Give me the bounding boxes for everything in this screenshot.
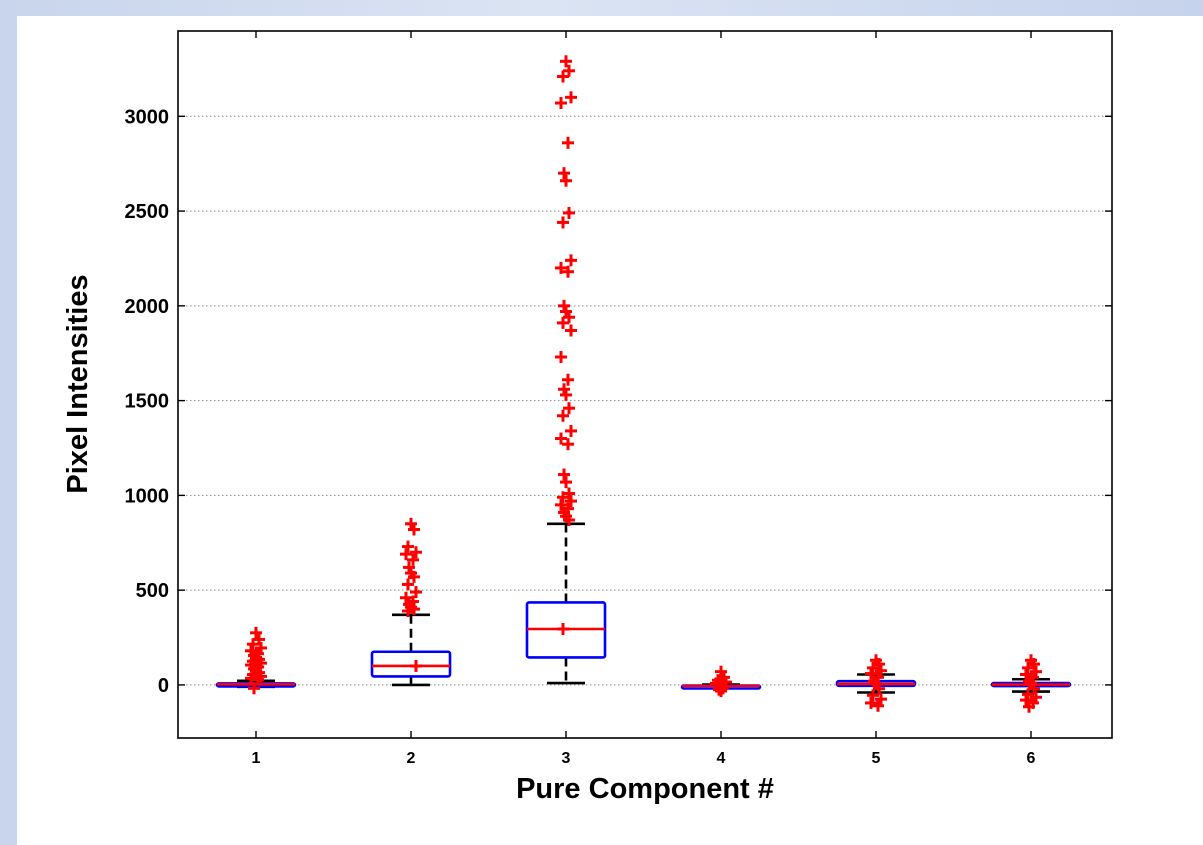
outlier-marker bbox=[560, 388, 572, 401]
box-5 bbox=[835, 654, 917, 712]
x-tick-label: 4 bbox=[717, 750, 726, 767]
outlier-marker bbox=[715, 684, 727, 697]
box-6 bbox=[990, 654, 1072, 713]
outlier-marker bbox=[563, 402, 575, 415]
outlier-marker bbox=[400, 548, 412, 561]
plot-frame bbox=[177, 30, 1113, 739]
y-tick-label: 500 bbox=[136, 580, 169, 602]
x-axis-title: Pure Component # bbox=[516, 773, 774, 805]
outlier-marker bbox=[557, 623, 569, 636]
outlier-marker bbox=[558, 167, 570, 180]
outlier-marker bbox=[558, 468, 570, 481]
outlier-marker bbox=[565, 495, 577, 508]
outlier-marker bbox=[1028, 682, 1040, 695]
outlier-marker bbox=[565, 91, 577, 104]
outlier-marker bbox=[555, 351, 567, 364]
outlier-marker bbox=[557, 70, 569, 83]
outlier-marker bbox=[555, 97, 567, 110]
outlier-marker bbox=[555, 498, 567, 511]
outlier-marker bbox=[402, 578, 414, 591]
outlier-marker bbox=[565, 324, 577, 337]
outlier-marker bbox=[873, 682, 885, 695]
y-tick-label: 2500 bbox=[125, 201, 170, 223]
outlier-marker bbox=[558, 383, 570, 396]
outlier-marker bbox=[402, 605, 414, 618]
outlier-marker bbox=[865, 667, 877, 680]
outlier-marker bbox=[563, 514, 575, 527]
outlier-marker bbox=[408, 570, 420, 583]
outlier-marker bbox=[872, 699, 884, 712]
x-tick-label: 3 bbox=[562, 750, 571, 767]
box-group bbox=[215, 55, 1072, 713]
y-axis-title: Pixel Intensities bbox=[62, 274, 94, 493]
plot-area bbox=[178, 31, 1112, 738]
outlier-marker bbox=[403, 561, 415, 574]
outlier-marker bbox=[557, 216, 569, 229]
x-tick-label: 6 bbox=[1027, 750, 1036, 767]
x-tick-label: 2 bbox=[407, 750, 416, 767]
outlier-marker bbox=[410, 586, 422, 599]
outlier-marker bbox=[1023, 675, 1035, 688]
outlier-marker bbox=[407, 553, 419, 566]
outlier-marker bbox=[410, 659, 422, 672]
outlier-marker bbox=[865, 696, 877, 709]
outlier-marker bbox=[875, 664, 887, 677]
outlier-marker bbox=[565, 424, 577, 437]
outlier-marker bbox=[875, 693, 887, 706]
y-tick-label: 3000 bbox=[125, 106, 170, 128]
box-1 bbox=[215, 626, 297, 695]
outlier-marker bbox=[555, 261, 567, 274]
y-axis: 0 500 1000 1500 2000 2500 3000 bbox=[125, 106, 1112, 697]
outlier-marker bbox=[563, 311, 575, 324]
outlier-marker bbox=[710, 677, 722, 690]
x-tick-label: 1 bbox=[252, 750, 261, 767]
outlier-marker bbox=[560, 476, 572, 489]
box-2 bbox=[370, 517, 452, 687]
outlier-marker bbox=[563, 64, 575, 77]
outlier-marker bbox=[408, 523, 420, 536]
y-tick-label: 0 bbox=[158, 675, 169, 697]
x-axis: 1 2 3 4 5 6 bbox=[252, 31, 1036, 767]
figure-panel: 0 500 1000 1500 2000 2500 3000 1 2 3 4 5 6 Pure Com… bbox=[17, 16, 1203, 845]
outlier-marker bbox=[557, 409, 569, 422]
outlier-marker bbox=[1022, 661, 1034, 674]
box-4 bbox=[680, 665, 762, 697]
outlier-marker bbox=[557, 491, 569, 504]
outlier-marker bbox=[560, 174, 572, 187]
outlier-marker bbox=[248, 682, 260, 695]
iqr-box bbox=[370, 650, 452, 678]
outlier-marker bbox=[557, 316, 569, 329]
outlier-marker bbox=[562, 438, 574, 451]
outlier-marker bbox=[400, 591, 412, 604]
outlier-marker bbox=[247, 638, 259, 651]
outlier-marker bbox=[1020, 694, 1032, 707]
y-tick-label: 1500 bbox=[125, 391, 170, 413]
box-plot-chart: 0 500 1000 1500 2000 2500 3000 1 2 3 4 5 6 Pure Com… bbox=[62, 30, 1113, 805]
x-tick-label: 5 bbox=[872, 750, 881, 767]
outlier-marker bbox=[867, 661, 879, 674]
outlier-marker bbox=[408, 603, 420, 616]
outlier-marker bbox=[558, 299, 570, 312]
outlier-marker bbox=[560, 55, 572, 68]
outlier-marker bbox=[250, 626, 262, 639]
outlier-marker bbox=[555, 432, 567, 445]
outlier-marker bbox=[562, 373, 574, 386]
outlier-marker bbox=[562, 265, 574, 278]
outlier-marker bbox=[563, 206, 575, 219]
outlier-marker bbox=[410, 546, 422, 559]
box-3 bbox=[525, 55, 607, 685]
y-tick-label: 1000 bbox=[125, 485, 170, 507]
outlier-marker bbox=[867, 689, 879, 702]
outlier-marker bbox=[1023, 700, 1035, 713]
outlier-marker bbox=[1020, 668, 1032, 681]
outlier-marker bbox=[1022, 688, 1034, 701]
outlier-marker bbox=[252, 673, 264, 686]
outlier-marker bbox=[402, 540, 414, 553]
outlier-marker bbox=[562, 136, 574, 149]
outlier-marker bbox=[565, 254, 577, 267]
y-tick-label: 2000 bbox=[125, 296, 170, 318]
